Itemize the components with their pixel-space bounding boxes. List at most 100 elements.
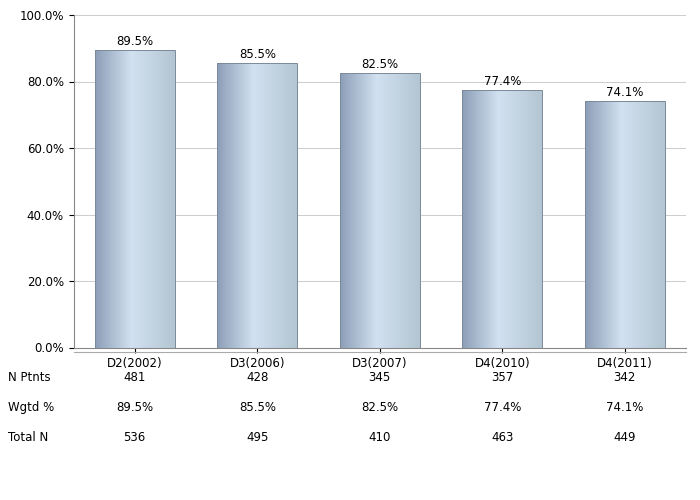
Bar <box>480 90 482 347</box>
Bar <box>399 73 400 347</box>
Bar <box>609 101 610 348</box>
Bar <box>482 90 484 347</box>
Bar <box>218 63 220 348</box>
Bar <box>540 90 541 347</box>
Bar <box>624 101 625 348</box>
Bar <box>245 63 246 348</box>
Bar <box>162 50 164 348</box>
Bar <box>640 101 642 348</box>
Bar <box>622 101 623 348</box>
Bar <box>523 90 524 347</box>
Bar <box>662 101 663 348</box>
Bar <box>103 50 104 348</box>
Bar <box>411 73 412 347</box>
Bar <box>536 90 537 347</box>
Bar <box>351 73 352 347</box>
Bar <box>631 101 632 348</box>
Bar <box>391 73 392 347</box>
Bar <box>160 50 162 348</box>
Text: 85.5%: 85.5% <box>239 401 276 414</box>
Bar <box>512 90 513 347</box>
Bar <box>638 101 640 348</box>
Bar <box>524 90 525 347</box>
Bar <box>242 63 244 348</box>
Bar <box>607 101 608 348</box>
Bar <box>357 73 358 347</box>
Bar <box>141 50 143 348</box>
Bar <box>97 50 98 348</box>
Bar <box>130 50 131 348</box>
Bar <box>529 90 530 347</box>
Bar <box>113 50 114 348</box>
Bar <box>510 90 511 347</box>
Bar <box>395 73 397 347</box>
Text: N Ptnts: N Ptnts <box>8 371 51 384</box>
Bar <box>362 73 363 347</box>
Bar <box>133 50 134 348</box>
Bar <box>232 63 234 348</box>
Bar <box>617 101 618 348</box>
Bar <box>640 101 641 348</box>
Bar <box>291 63 292 348</box>
Bar <box>277 63 279 348</box>
Bar <box>155 50 157 348</box>
Bar <box>598 101 599 348</box>
Bar <box>276 63 277 348</box>
Bar <box>412 73 414 347</box>
Bar <box>106 50 107 348</box>
Bar <box>657 101 659 348</box>
Bar <box>254 63 256 348</box>
Text: 410: 410 <box>369 431 391 444</box>
Text: 82.5%: 82.5% <box>361 58 398 71</box>
Bar <box>537 90 538 347</box>
Bar <box>155 50 156 348</box>
Bar <box>506 90 507 347</box>
Bar <box>382 73 383 347</box>
Bar <box>115 50 116 348</box>
Bar <box>283 63 284 348</box>
Text: 74.1%: 74.1% <box>606 401 643 414</box>
Bar <box>340 73 419 347</box>
Bar <box>603 101 604 348</box>
Bar <box>131 50 132 348</box>
Bar <box>516 90 517 347</box>
Bar <box>366 73 367 347</box>
Bar <box>144 50 145 348</box>
Bar <box>498 90 499 347</box>
Bar <box>368 73 369 347</box>
Bar <box>363 73 364 347</box>
Bar <box>274 63 275 348</box>
Bar <box>528 90 529 347</box>
Bar <box>124 50 125 348</box>
Bar <box>490 90 491 347</box>
Bar <box>522 90 524 347</box>
Bar <box>122 50 124 348</box>
Bar <box>377 73 378 347</box>
Bar <box>259 63 260 348</box>
Bar <box>379 73 381 347</box>
Bar <box>400 73 402 347</box>
Bar <box>517 90 518 347</box>
Bar <box>268 63 270 348</box>
Bar <box>604 101 605 348</box>
Bar <box>271 63 272 348</box>
Bar <box>483 90 484 347</box>
Bar <box>219 63 220 348</box>
Bar <box>169 50 171 348</box>
Bar <box>244 63 246 348</box>
Bar <box>238 63 239 348</box>
Bar <box>586 101 587 348</box>
Bar <box>110 50 111 348</box>
Bar <box>519 90 520 347</box>
Bar <box>631 101 633 348</box>
Bar <box>384 73 385 347</box>
Text: 536: 536 <box>124 431 146 444</box>
Bar <box>606 101 607 348</box>
Bar <box>139 50 140 348</box>
Text: 449: 449 <box>613 431 636 444</box>
Bar <box>494 90 496 347</box>
Bar <box>246 63 247 348</box>
Bar <box>511 90 512 347</box>
Bar <box>148 50 149 348</box>
Bar <box>148 50 150 348</box>
